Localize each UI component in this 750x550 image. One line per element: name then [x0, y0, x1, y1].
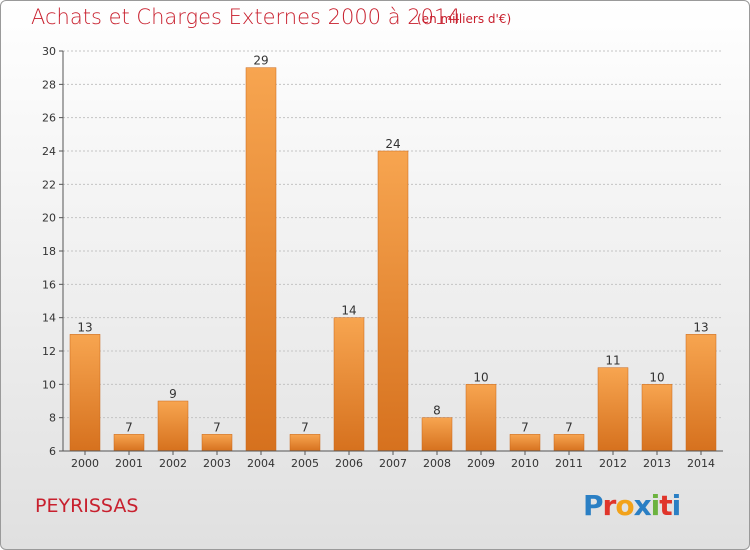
data-label: 7 [565, 420, 573, 434]
x-tick-label: 2001 [115, 457, 143, 470]
bar [201, 434, 233, 452]
bar [157, 400, 189, 452]
bar [377, 150, 409, 452]
data-label: 7 [301, 420, 309, 434]
y-tick-label: 14 [42, 312, 56, 325]
data-label: 8 [433, 404, 441, 418]
x-tick-label: 2012 [599, 457, 627, 470]
proxiti-logo: Proxiti [583, 489, 681, 522]
bar [509, 434, 541, 452]
y-tick-label: 30 [42, 45, 56, 58]
y-tick-label: 24 [42, 145, 56, 158]
bar [597, 367, 629, 452]
commune-name: PEYRISSAS [35, 495, 139, 517]
x-tick-label: 2004 [247, 457, 275, 470]
bar [69, 334, 101, 452]
data-label: 7 [213, 420, 221, 434]
bar [641, 384, 673, 452]
y-tick-label: 26 [42, 112, 56, 125]
x-tick-label: 2000 [71, 457, 99, 470]
x-tick-label: 2011 [555, 457, 583, 470]
x-tick-label: 2008 [423, 457, 451, 470]
x-tick-label: 2003 [203, 457, 231, 470]
chart-title: Achats et Charges Externes 2000 à 2014 [31, 5, 461, 29]
x-tick-label: 2002 [159, 457, 187, 470]
y-tick-label: 12 [42, 345, 56, 358]
x-tick-label: 2005 [291, 457, 319, 470]
bar [245, 67, 277, 452]
data-label: 13 [77, 320, 92, 334]
bar [113, 434, 145, 452]
bar [421, 417, 453, 452]
y-tick-label: 22 [42, 178, 56, 191]
x-tick-label: 2007 [379, 457, 407, 470]
y-tick-label: 28 [42, 78, 56, 91]
data-label: 14 [341, 304, 356, 318]
data-label: 24 [385, 137, 400, 151]
bar [553, 434, 585, 452]
data-label: 7 [125, 420, 133, 434]
y-tick-label: 20 [42, 212, 56, 225]
data-label: 9 [169, 387, 177, 401]
bar [289, 434, 321, 452]
y-tick-label: 16 [42, 278, 56, 291]
x-tick-label: 2014 [687, 457, 715, 470]
data-label: 29 [253, 54, 268, 68]
x-tick-label: 2006 [335, 457, 363, 470]
x-tick-label: 2010 [511, 457, 539, 470]
data-label: 11 [605, 354, 620, 368]
data-label: 7 [521, 420, 529, 434]
y-tick-label: 6 [49, 445, 56, 458]
data-label: 13 [693, 320, 708, 334]
bar [465, 384, 497, 452]
x-tick-label: 2013 [643, 457, 671, 470]
data-label: 10 [473, 370, 488, 384]
y-tick-label: 10 [42, 378, 56, 391]
x-tick-label: 2009 [467, 457, 495, 470]
chart-unit: (en milliers d'€) [417, 12, 512, 26]
y-tick-label: 8 [49, 412, 56, 425]
bar [333, 317, 365, 452]
bar [685, 334, 717, 452]
y-tick-label: 18 [42, 245, 56, 258]
data-label: 10 [649, 370, 664, 384]
